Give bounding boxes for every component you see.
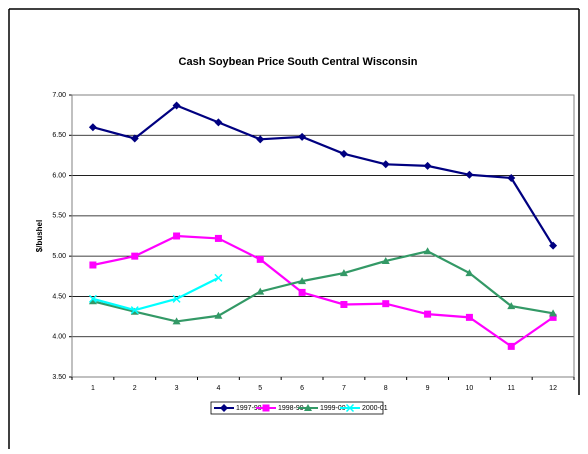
- x-tick-label: 12: [549, 385, 557, 392]
- marker: [465, 269, 474, 277]
- marker: [382, 300, 390, 308]
- x-tick-label: 9: [426, 385, 430, 392]
- marker: [172, 294, 181, 303]
- marker: [340, 300, 348, 308]
- y-axis-label: $/bushel: [35, 220, 44, 252]
- y-tick-label: 3.50: [52, 374, 66, 381]
- y-tick-label: 5.50: [52, 213, 66, 220]
- x-tick-label: 8: [384, 385, 388, 392]
- marker: [345, 403, 355, 413]
- marker: [549, 241, 558, 250]
- marker: [131, 252, 139, 260]
- marker: [298, 132, 307, 141]
- legend-label: 1999-00: [320, 405, 346, 412]
- y-tick-label: 5.00: [52, 253, 66, 260]
- x-tick-label: 11: [508, 385, 515, 392]
- marker: [507, 302, 516, 310]
- marker: [549, 309, 558, 317]
- marker: [214, 311, 223, 319]
- marker: [256, 287, 265, 295]
- x-tick-label: 5: [258, 385, 262, 392]
- legend-label: 1997-98: [236, 405, 262, 412]
- x-tick-label: 2: [133, 385, 137, 392]
- x-tick-label: 10: [466, 385, 474, 392]
- marker: [172, 101, 181, 110]
- marker: [130, 134, 139, 143]
- marker: [507, 342, 515, 350]
- marker: [88, 297, 97, 305]
- series-line: [92, 276, 219, 312]
- x-tick-label: 1: [91, 385, 95, 392]
- marker: [172, 317, 181, 325]
- marker: [214, 118, 223, 127]
- marker: [130, 306, 139, 315]
- marker: [549, 313, 557, 321]
- marker: [423, 161, 432, 170]
- marker: [89, 261, 97, 269]
- y-tick-label: 7.00: [52, 92, 66, 99]
- marker: [339, 149, 348, 158]
- marker: [424, 310, 432, 318]
- y-tick-label: 4.50: [52, 293, 66, 300]
- marker: [298, 288, 306, 296]
- marker: [173, 232, 181, 240]
- marker: [381, 160, 390, 169]
- marker: [304, 404, 312, 411]
- chart-title: Cash Soybean Price South Central Wiscons…: [179, 56, 418, 68]
- marker: [88, 294, 97, 303]
- x-tick-label: 6: [300, 385, 304, 392]
- legend-box: [210, 401, 384, 415]
- legend-label: 1998-99: [278, 405, 304, 412]
- marker: [214, 273, 223, 282]
- marker: [214, 234, 222, 242]
- marker: [256, 255, 264, 263]
- marker: [256, 135, 265, 144]
- x-tick-label: 3: [175, 385, 179, 392]
- series-line: [92, 104, 555, 247]
- plot-border: [71, 94, 575, 378]
- marker: [465, 170, 474, 179]
- x-tick-label: 7: [342, 385, 346, 392]
- marker: [220, 404, 228, 412]
- marker: [339, 269, 348, 277]
- y-tick-label: 6.00: [52, 172, 66, 179]
- marker: [298, 277, 307, 285]
- marker: [381, 256, 390, 264]
- y-tick-label: 4.00: [52, 334, 66, 341]
- y-tick-label: 6.50: [52, 132, 66, 139]
- marker: [262, 404, 270, 412]
- marker: [465, 313, 473, 321]
- marker: [423, 247, 432, 255]
- series-line: [92, 234, 554, 348]
- marker: [88, 123, 97, 132]
- legend-label: 2000-01: [362, 405, 388, 412]
- series-line: [92, 250, 554, 323]
- marker: [507, 173, 516, 182]
- x-tick-label: 4: [216, 385, 220, 392]
